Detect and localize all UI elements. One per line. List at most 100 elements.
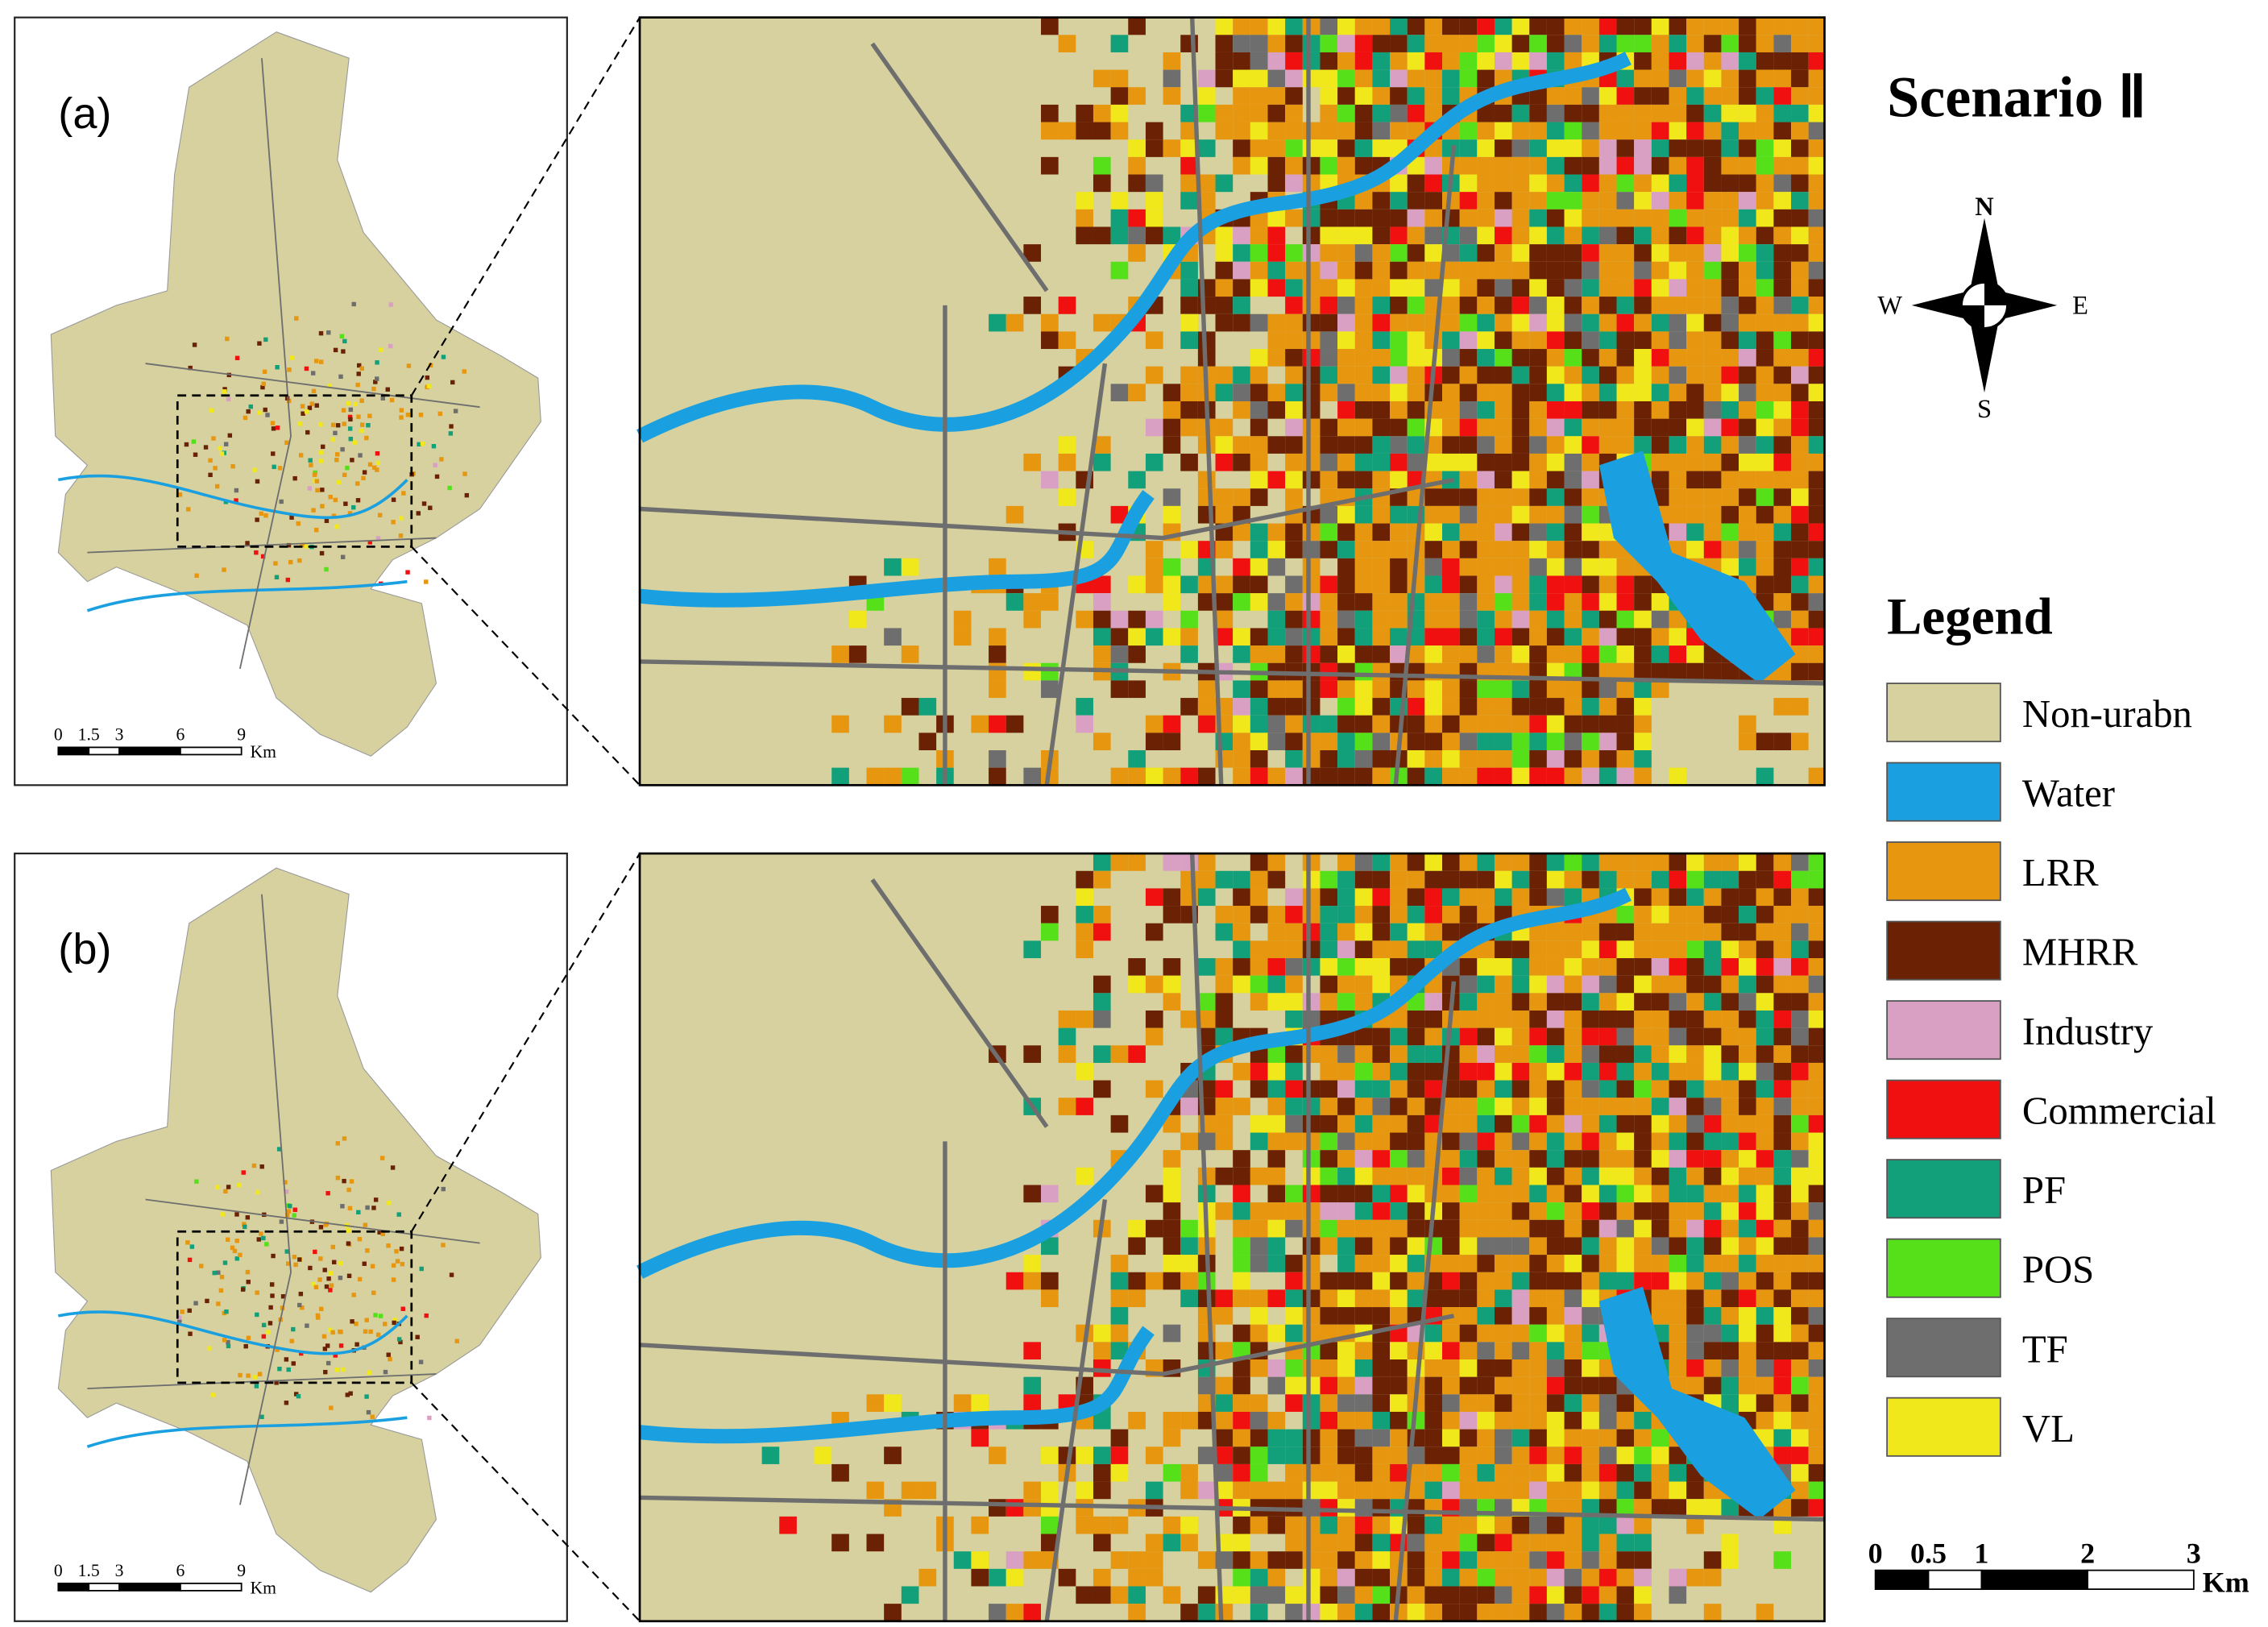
land-cell <box>1721 906 1739 923</box>
land-cell <box>1215 313 1234 332</box>
land-cell <box>1546 505 1565 524</box>
land-cell <box>1477 401 1495 419</box>
land-cell <box>1494 523 1512 542</box>
land-cell <box>1616 366 1635 384</box>
land-cell <box>1669 35 1687 52</box>
land-cell <box>1180 575 1198 594</box>
land-cell <box>1669 261 1687 280</box>
land-cell <box>1791 645 1809 663</box>
land-cell <box>1582 104 1599 122</box>
land-cell <box>1407 1062 1425 1081</box>
land-cell <box>1808 69 1825 88</box>
land-cell <box>1739 923 1756 941</box>
land-cell <box>1390 35 1408 52</box>
land-cell <box>1163 888 1181 907</box>
land-cell <box>1285 366 1303 384</box>
land-cell <box>1669 645 1687 663</box>
land-cell <box>1739 1010 1756 1028</box>
land-cell <box>1511 1429 1530 1447</box>
land-cell <box>1233 436 1250 454</box>
land-cell <box>1197 1324 1216 1343</box>
land-cell <box>1511 1359 1530 1377</box>
land-cell <box>1302 610 1321 629</box>
land-cell <box>1756 870 1774 889</box>
land-cell <box>1773 1167 1792 1185</box>
land-cell <box>1529 993 1547 1011</box>
land-cell <box>1721 662 1739 681</box>
land-cell <box>1197 297 1216 314</box>
overview-cell <box>418 1359 424 1364</box>
land-cell <box>1076 1516 1093 1534</box>
land-cell <box>1005 1499 1024 1517</box>
land-cell <box>1390 888 1408 907</box>
overview-road <box>87 58 480 670</box>
land-cell <box>1808 1429 1825 1447</box>
land-cell <box>1511 1446 1530 1464</box>
land-cell <box>1459 1342 1478 1360</box>
overview-cell <box>340 554 346 559</box>
land-cell <box>1354 1429 1373 1447</box>
land-cell <box>1616 1411 1635 1430</box>
land-cell <box>1407 767 1425 786</box>
land-cell <box>1354 1045 1373 1063</box>
compass-n: N <box>1975 193 1994 222</box>
land-cell <box>1721 1394 1739 1412</box>
land-cell <box>1459 1132 1478 1151</box>
land-cell <box>1110 1045 1129 1063</box>
land-cell <box>1459 1219 1478 1238</box>
land-cell <box>1250 453 1268 471</box>
land-cell <box>1511 1219 1530 1238</box>
land-cell <box>1041 331 1059 350</box>
scale-segment <box>1874 1569 1930 1590</box>
land-cell <box>1494 1446 1512 1464</box>
land-cell <box>1529 1098 1547 1115</box>
overview-cell <box>296 521 301 526</box>
land-cell <box>1302 628 1321 646</box>
land-cell <box>1459 1255 1478 1272</box>
land-cell <box>1302 645 1321 663</box>
land-cell <box>1076 209 1093 227</box>
land-cell <box>1651 209 1669 227</box>
land-cell <box>1634 192 1652 210</box>
land-cell <box>1529 1202 1547 1220</box>
land-cell <box>1582 870 1599 889</box>
land-cell <box>1494 471 1512 489</box>
land-cell <box>1756 1062 1774 1081</box>
land-cell <box>1302 1132 1321 1151</box>
land-cell <box>1233 279 1250 297</box>
land-cell <box>1285 1219 1303 1238</box>
land-cell <box>1739 52 1756 70</box>
land-cell <box>1669 1342 1687 1360</box>
land-cell <box>1582 1027 1599 1046</box>
land-cell <box>1494 35 1512 52</box>
land-cell <box>1616 209 1635 227</box>
land-cell <box>1546 715 1565 733</box>
land-cell <box>1721 69 1739 88</box>
land-cell <box>1582 471 1599 489</box>
land-cell <box>1546 1551 1565 1569</box>
land-cell <box>1250 733 1268 751</box>
land-cell <box>1285 209 1303 227</box>
land-cell <box>971 1568 989 1587</box>
land-cell <box>1564 715 1582 733</box>
land-cell <box>1529 1150 1547 1168</box>
land-cell <box>1564 1132 1582 1151</box>
land-cell <box>1546 1429 1565 1447</box>
land-cell <box>1756 1167 1774 1185</box>
land-cell <box>1791 52 1809 70</box>
land-cell <box>1582 1429 1599 1447</box>
land-cell <box>1511 1237 1530 1256</box>
land-cell <box>1686 1255 1704 1272</box>
land-cell <box>1773 471 1792 489</box>
overview-cell <box>383 1369 388 1375</box>
land-cell <box>1093 1342 1111 1360</box>
land-cell <box>1564 628 1582 646</box>
land-cell <box>1250 523 1268 542</box>
land-cell <box>1215 35 1234 52</box>
land-cell <box>1320 610 1338 629</box>
land-cell <box>1546 575 1565 594</box>
land-cell <box>1459 1376 1478 1395</box>
land-cell <box>1302 366 1321 384</box>
land-cell <box>1564 244 1582 262</box>
overview-cell <box>276 1147 282 1152</box>
